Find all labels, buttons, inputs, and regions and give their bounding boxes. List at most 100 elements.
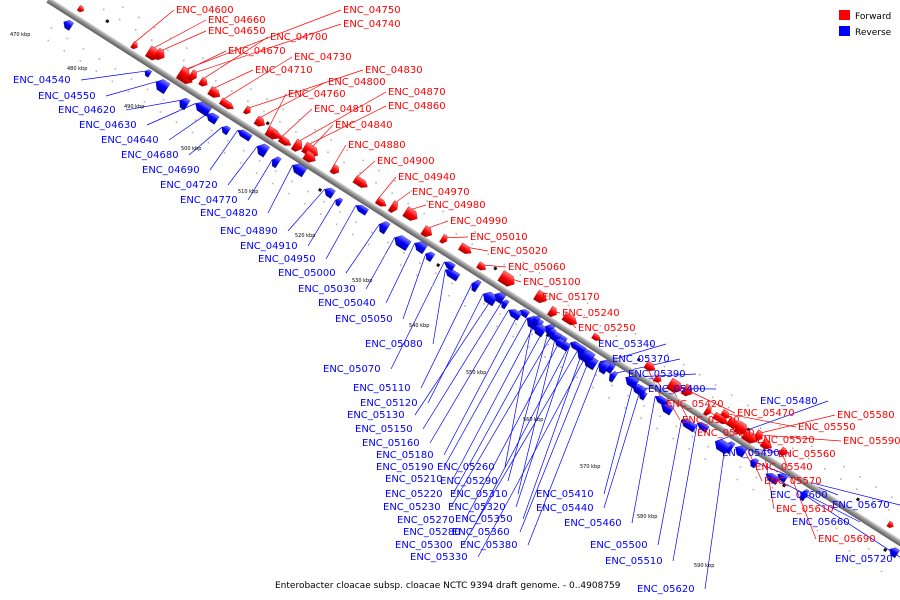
forward-gene-label[interactable]: ENC_04600 [176, 5, 234, 16]
reverse-gene-arrow[interactable] [887, 546, 900, 559]
forward-gene-arrow[interactable] [886, 520, 895, 529]
reverse-gene-arrow[interactable] [354, 203, 369, 216]
reverse-gene-arrow[interactable] [61, 18, 74, 31]
forward-gene-label[interactable]: ENC_04990 [450, 216, 508, 227]
reverse-gene-arrow[interactable] [376, 219, 391, 235]
forward-gene-arrow[interactable] [387, 200, 400, 215]
reverse-gene-label[interactable]: ENC_05660 [792, 517, 850, 528]
reverse-gene-label[interactable]: ENC_05390 [628, 369, 686, 380]
forward-gene-arrow[interactable] [497, 270, 518, 289]
reverse-gene-label[interactable]: ENC_04630 [79, 120, 137, 131]
reverse-gene-arrow[interactable] [569, 340, 587, 355]
reverse-gene-arrow[interactable] [254, 141, 270, 158]
reverse-gene-label[interactable]: ENC_05500 [590, 540, 648, 551]
forward-gene-arrow[interactable] [153, 47, 168, 62]
reverse-gene-label[interactable]: ENC_04890 [220, 226, 278, 237]
reverse-gene-label[interactable]: ENC_05380 [460, 540, 518, 551]
reverse-gene-label[interactable]: ENC_05330 [410, 552, 468, 563]
reverse-gene-arrow[interactable] [412, 239, 428, 255]
forward-gene-arrow[interactable] [712, 411, 730, 427]
forward-gene-arrow[interactable] [733, 420, 751, 438]
reverse-gene-label[interactable]: ENC_05370 [612, 354, 670, 365]
reverse-gene-arrow[interactable] [607, 370, 619, 383]
reverse-gene-arrow[interactable] [776, 471, 789, 483]
forward-gene-arrow[interactable] [653, 374, 663, 384]
forward-gene-arrow[interactable] [253, 115, 267, 129]
reverse-gene-arrow[interactable] [334, 197, 344, 207]
reverse-gene-label[interactable]: ENC_05670 [832, 500, 890, 511]
forward-gene-arrow[interactable] [680, 383, 695, 399]
reverse-gene-label[interactable]: ENC_05350 [455, 514, 513, 525]
reverse-gene-label[interactable]: ENC_05280 [403, 527, 461, 538]
forward-gene-arrow[interactable] [778, 446, 789, 458]
reverse-gene-arrow[interactable] [659, 401, 675, 416]
forward-gene-arrow[interactable] [302, 149, 318, 165]
reverse-gene-label[interactable]: ENC_05110 [353, 383, 411, 394]
forward-gene-arrow[interactable] [561, 311, 579, 328]
reverse-gene-arrow[interactable] [392, 233, 412, 251]
reverse-gene-arrow[interactable] [595, 359, 611, 375]
reverse-gene-label[interactable]: ENC_05620 [637, 584, 695, 595]
reverse-gene-label[interactable]: ENC_05120 [360, 398, 418, 409]
forward-gene-arrow[interactable] [187, 69, 200, 83]
forward-gene-label[interactable]: ENC_04970 [412, 187, 470, 198]
reverse-gene-label[interactable]: ENC_05080 [365, 339, 423, 350]
forward-gene-arrow[interactable] [547, 305, 559, 319]
reverse-gene-label[interactable]: ENC_05130 [347, 410, 405, 421]
reverse-gene-arrow[interactable] [423, 250, 436, 263]
forward-gene-label[interactable]: ENC_04840 [335, 120, 393, 131]
reverse-gene-arrow[interactable] [543, 322, 556, 336]
reverse-gene-arrow[interactable] [236, 127, 253, 142]
reverse-gene-label[interactable]: ENC_05260 [437, 462, 495, 473]
reverse-gene-label[interactable]: ENC_05440 [536, 503, 594, 514]
reverse-gene-label[interactable]: ENC_05360 [452, 527, 510, 538]
forward-gene-arrow[interactable] [242, 105, 252, 116]
forward-gene-label[interactable]: ENC_05580 [837, 410, 895, 421]
forward-gene-label[interactable]: ENC_05010 [470, 232, 528, 243]
forward-gene-arrow[interactable] [402, 206, 421, 224]
forward-gene-label[interactable]: ENC_04730 [294, 52, 352, 63]
forward-gene-label[interactable]: ENC_04700 [270, 32, 328, 43]
forward-gene-arrow[interactable] [176, 66, 193, 82]
forward-gene-arrow[interactable] [759, 438, 774, 452]
forward-gene-arrow[interactable] [533, 289, 549, 306]
reverse-gene-label[interactable]: ENC_05480 [760, 396, 818, 407]
reverse-gene-label[interactable]: ENC_04690 [142, 165, 200, 176]
reverse-gene-label[interactable]: ENC_05410 [536, 489, 594, 500]
forward-gene-arrow[interactable] [198, 77, 209, 88]
forward-gene-label[interactable]: ENC_05240 [562, 308, 620, 319]
forward-gene-arrow[interactable] [439, 233, 449, 245]
reverse-gene-arrow[interactable] [322, 186, 336, 199]
reverse-gene-label[interactable]: ENC_04910 [240, 241, 298, 252]
reverse-gene-arrow[interactable] [443, 266, 461, 282]
forward-gene-arrow[interactable] [329, 163, 342, 176]
reverse-gene-arrow[interactable] [798, 488, 810, 502]
forward-gene-label[interactable]: ENC_05020 [490, 246, 548, 257]
reverse-gene-label[interactable]: ENC_05510 [605, 556, 663, 567]
forward-gene-arrow[interactable] [741, 429, 759, 446]
forward-gene-arrow[interactable] [643, 360, 658, 374]
reverse-gene-arrow[interactable] [679, 417, 698, 433]
forward-gene-arrow[interactable] [476, 261, 487, 273]
reverse-gene-label[interactable]: ENC_04620 [58, 105, 116, 116]
reverse-gene-label[interactable]: ENC_05460 [564, 518, 622, 529]
reverse-gene-arrow[interactable] [442, 259, 456, 272]
reverse-gene-arrow[interactable] [546, 327, 557, 339]
forward-gene-label[interactable]: ENC_04980 [428, 200, 486, 211]
reverse-gene-arrow[interactable] [695, 420, 710, 433]
forward-gene-label[interactable]: ENC_05250 [578, 323, 636, 334]
forward-gene-label[interactable]: ENC_05450 [697, 428, 755, 439]
forward-gene-label[interactable]: ENC_05590 [843, 436, 900, 447]
forward-gene-arrow[interactable] [703, 405, 713, 417]
forward-gene-label[interactable]: ENC_04750 [343, 5, 401, 16]
reverse-gene-label[interactable]: ENC_05720 [835, 554, 893, 565]
reverse-gene-arrow[interactable] [623, 373, 640, 389]
reverse-gene-label[interactable]: ENC_05040 [318, 298, 376, 309]
reverse-gene-label[interactable]: ENC_05490 [722, 448, 780, 459]
reverse-gene-arrow[interactable] [653, 393, 670, 407]
forward-gene-label[interactable]: ENC_05100 [523, 277, 581, 288]
forward-gene-label[interactable]: ENC_04660 [208, 15, 266, 26]
forward-gene-label[interactable]: ENC_04710 [255, 65, 313, 76]
forward-gene-arrow[interactable] [374, 196, 388, 209]
reverse-gene-label[interactable]: ENC_04680 [121, 150, 179, 161]
